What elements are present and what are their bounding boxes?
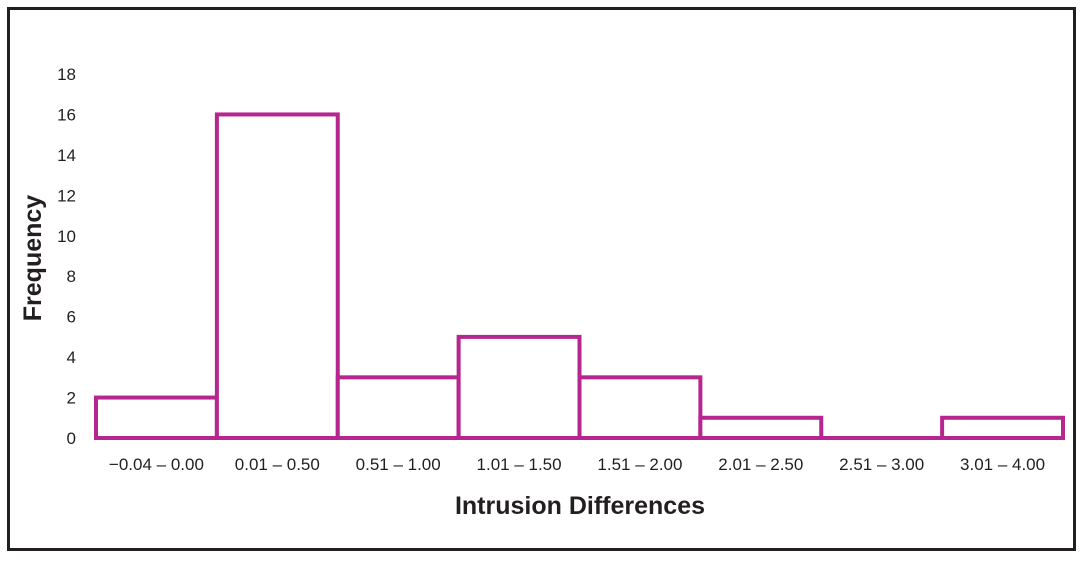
x-tick-label: 1.51 – 2.00 — [597, 455, 682, 474]
x-tick-label: 0.51 – 1.00 — [356, 455, 441, 474]
bar — [335, 375, 461, 441]
y-tick-label: 2 — [67, 389, 76, 408]
x-tick-label: 2.01 – 2.50 — [718, 455, 803, 474]
bar — [214, 112, 340, 440]
chart-frame — [7, 7, 1076, 551]
bar — [940, 415, 1065, 440]
bar — [698, 415, 824, 440]
y-tick-label: 14 — [57, 146, 76, 165]
x-tick-label: 0.01 – 0.50 — [235, 455, 320, 474]
y-tick-label: 4 — [67, 348, 76, 367]
bar — [577, 375, 703, 441]
bars — [94, 112, 1065, 441]
x-tick-label: 1.01 – 1.50 — [477, 455, 562, 474]
y-tick-label: 0 — [67, 429, 76, 448]
y-tick-label: 8 — [67, 267, 76, 286]
y-tick-label: 12 — [57, 186, 76, 205]
bar — [94, 395, 219, 440]
bar — [456, 334, 582, 440]
y-tick-label: 10 — [57, 227, 76, 246]
x-tick-label: 2.51 – 3.00 — [839, 455, 924, 474]
y-tick-label: 18 — [57, 65, 76, 84]
x-axis-title: Intrusion Differences — [455, 492, 705, 520]
y-tick-label: 6 — [67, 308, 76, 327]
y-tick-labels: 0 2 4 6 8 10 12 14 16 18 — [57, 65, 76, 448]
x-tick-labels: −0.04 – 0.00 0.01 – 0.50 0.51 – 1.00 1.01 –… — [109, 455, 1045, 474]
x-tick-label: −0.04 – 0.00 — [109, 455, 204, 474]
y-tick-label: 16 — [57, 105, 76, 124]
y-axis-title: Frequency — [19, 195, 47, 322]
x-tick-label: 3.01 – 4.00 — [960, 455, 1045, 474]
